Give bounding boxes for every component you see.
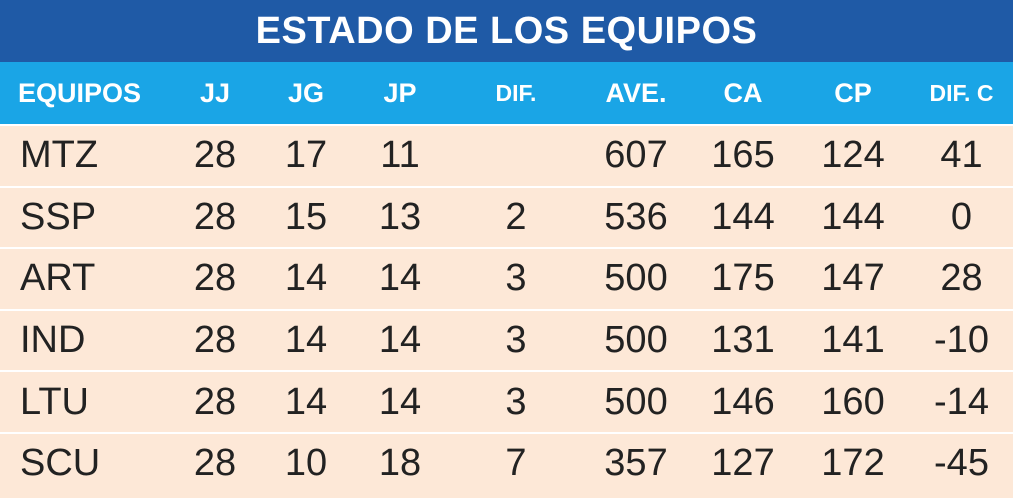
cp-cell: 144	[821, 195, 885, 238]
ave-cell: 357	[604, 442, 668, 485]
ave-cell: 500	[604, 319, 668, 362]
header-cp: CP	[834, 77, 872, 108]
dif-c-cell: 0	[950, 195, 973, 238]
table-row: IND 28 14 14 3 500 131 141 -10	[0, 308, 1013, 371]
header-equipos: EQUIPOS	[18, 77, 142, 108]
cp-cell: 172	[821, 442, 885, 485]
header-dif: DIF.	[495, 79, 537, 106]
table-row: LTU 28 14 14 3 500 146 160 -14	[0, 370, 1013, 432]
jp-cell: 14	[378, 319, 422, 362]
jg-cell: 10	[284, 442, 328, 485]
jp-cell: 14	[378, 380, 422, 423]
jj-cell: 28	[193, 380, 237, 423]
jj-cell: 28	[193, 319, 237, 362]
ca-cell: 127	[711, 442, 775, 485]
jg-cell: 14	[284, 319, 328, 362]
jg-cell: 14	[284, 380, 328, 423]
header-jg: JG	[287, 77, 325, 108]
cp-cell: 160	[821, 380, 885, 423]
cp-cell: 141	[821, 319, 885, 362]
jp-cell: 14	[378, 257, 422, 300]
ca-cell: 146	[711, 380, 775, 423]
dif-c-cell: 41	[940, 134, 983, 177]
ave-cell: 500	[604, 380, 668, 423]
table-title: ESTADO DE LOS EQUIPOS	[0, 0, 1013, 62]
jp-cell: 18	[378, 442, 422, 485]
header-jj: JJ	[199, 77, 231, 108]
table-row: SSP 28 15 13 2 536 144 144 0	[0, 185, 1013, 248]
ca-cell: 165	[711, 134, 775, 177]
header-dif-c: DIF. C	[929, 79, 994, 106]
table-row: SCU 28 10 18 7 357 127 172 -45	[0, 431, 1013, 494]
dif-c-cell: 28	[940, 257, 983, 300]
header-ave: AVE.	[605, 77, 667, 108]
header-row: EQUIPOS JJ JG JP DIF. AVE. CA CP DIF. C	[0, 62, 1013, 124]
jg-cell: 14	[284, 257, 328, 300]
jg-cell: 17	[284, 134, 328, 177]
header-ca: CA	[723, 77, 763, 108]
cp-cell: 147	[821, 257, 885, 300]
dif-c-cell: -45	[934, 442, 989, 485]
ca-cell: 144	[711, 195, 775, 238]
jp-cell: 11	[380, 134, 420, 177]
jj-cell: 28	[193, 195, 237, 238]
ave-cell: 500	[604, 257, 668, 300]
team-cell: LTU	[20, 380, 89, 423]
ca-cell: 175	[711, 257, 775, 300]
ave-cell: 536	[604, 195, 668, 238]
team-cell: SCU	[20, 442, 101, 485]
dif-c-cell: -10	[934, 319, 989, 362]
jg-cell: 15	[284, 195, 328, 238]
table-row: ART 28 14 14 3 500 175 147 28	[0, 247, 1013, 309]
dif-cell: 3	[505, 380, 527, 423]
team-cell: IND	[20, 319, 86, 362]
dif-cell: 3	[505, 257, 527, 300]
cp-cell: 124	[821, 134, 885, 177]
jj-cell: 28	[193, 442, 237, 485]
dif-cell: 3	[505, 319, 527, 362]
dif-cell: 7	[505, 442, 527, 485]
jp-cell: 13	[378, 195, 422, 238]
jj-cell: 28	[193, 257, 237, 300]
header-jp: JP	[383, 77, 417, 108]
jj-cell: 28	[193, 134, 237, 177]
team-cell: MTZ	[20, 134, 99, 177]
ave-cell: 607	[604, 134, 668, 177]
team-cell: ART	[20, 257, 96, 300]
team-cell: SSP	[20, 195, 97, 238]
dif-c-cell: -14	[934, 380, 989, 423]
ca-cell: 131	[711, 319, 775, 362]
dif-cell: 2	[505, 195, 527, 238]
table-row: MTZ 28 17 11 607 165 124 41	[0, 124, 1013, 186]
